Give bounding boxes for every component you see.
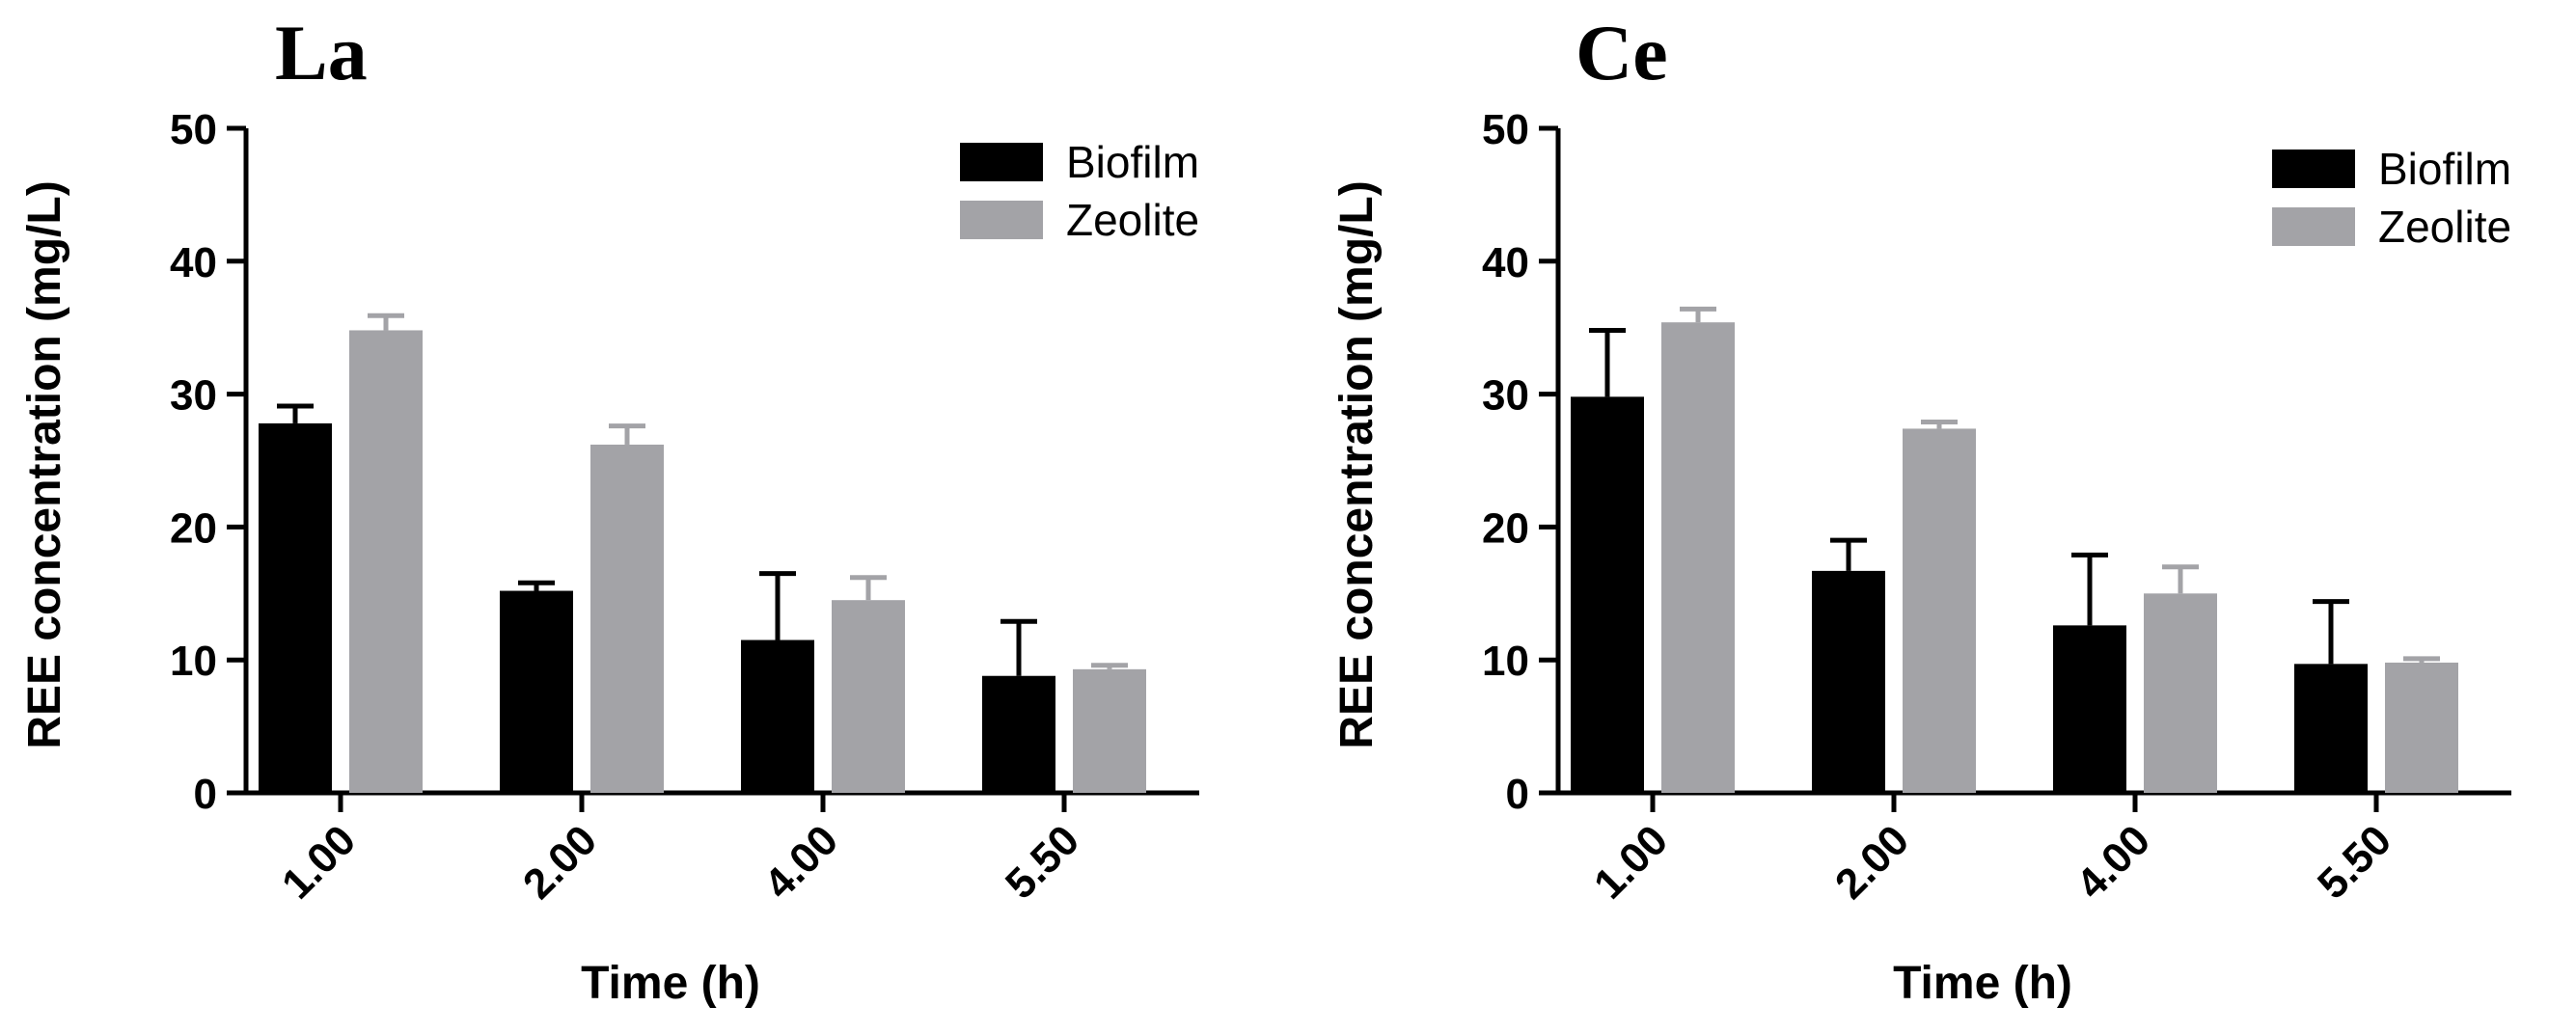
- legend-swatch-biofilm: [960, 143, 1043, 181]
- bar-zeolite: [590, 444, 664, 793]
- bar-biofilm: [982, 675, 1055, 793]
- bar-zeolite: [832, 600, 905, 793]
- x-tick-label: 1.00: [1585, 816, 1677, 908]
- y-tick-label: 20: [1482, 504, 1529, 552]
- x-tick-label: 5.50: [2309, 816, 2400, 908]
- chart-title: La: [275, 9, 368, 96]
- bar-biofilm: [741, 639, 814, 793]
- y-tick-label: 20: [170, 504, 217, 552]
- bar-zeolite: [349, 330, 423, 793]
- legend-swatch-zeolite: [2272, 207, 2355, 246]
- bar-biofilm: [2053, 625, 2126, 793]
- x-tick-label: 5.50: [997, 816, 1088, 908]
- bar-biofilm: [259, 422, 332, 793]
- bar-biofilm: [2294, 664, 2368, 793]
- legend-label-zeolite: Zeolite: [2378, 202, 2511, 252]
- bar-biofilm: [500, 590, 573, 793]
- y-tick-label: 0: [194, 771, 217, 818]
- y-tick-label: 10: [170, 638, 217, 685]
- chart-title: Ce: [1576, 9, 1668, 96]
- bar-zeolite: [2385, 662, 2458, 793]
- y-axis-label: REE concentration (mg/L): [1331, 180, 1383, 748]
- y-tick-label: 30: [1482, 372, 1529, 420]
- x-tick-label: 2.00: [514, 816, 606, 908]
- chart-panel-la: La REE concentration (mg/L) Time (h) 0 10…: [19, 9, 1199, 1009]
- x-axis-label: Time (h): [581, 958, 760, 1009]
- x-tick-label: 1.00: [273, 816, 365, 908]
- bar-biofilm: [1812, 570, 1885, 793]
- x-axis-label: Time (h): [1893, 958, 2072, 1009]
- legend-swatch-zeolite: [960, 201, 1043, 239]
- bar-zeolite: [1903, 428, 1976, 793]
- x-tick-label: 4.00: [2068, 816, 2159, 908]
- bar-zeolite: [1073, 668, 1146, 793]
- bar-biofilm: [1571, 396, 1644, 793]
- legend-swatch-biofilm: [2272, 150, 2355, 188]
- y-tick-label: 40: [1482, 239, 1529, 286]
- y-axis-label: REE concentration (mg/L): [19, 180, 70, 748]
- bar-zeolite: [2144, 593, 2217, 793]
- y-tick-label: 10: [1482, 638, 1529, 685]
- y-tick-label: 50: [170, 106, 217, 153]
- legend-label-biofilm: Biofilm: [2378, 144, 2511, 194]
- plot-area: 0 10 20 30 40 50 1.00 2.00 4.00 5.50 Biofilm Zeolit…: [1482, 106, 2511, 909]
- chart-panel-ce: Ce REE concentration (mg/L) Time (h) 0 10…: [1331, 9, 2511, 1009]
- y-tick-label: 40: [170, 239, 217, 286]
- plot-area: 0 10 20 30 40 50 1.00 2.00 4.00 5.50 Biofilm Zeolit…: [170, 106, 1199, 909]
- legend-label-biofilm: Biofilm: [1066, 137, 1199, 187]
- y-tick-label: 50: [1482, 106, 1529, 153]
- legend-label-zeolite: Zeolite: [1066, 195, 1199, 245]
- y-tick-label: 30: [170, 372, 217, 420]
- bar-zeolite: [1661, 322, 1735, 793]
- x-tick-label: 4.00: [755, 816, 847, 908]
- y-tick-label: 0: [1506, 771, 1529, 818]
- x-tick-label: 2.00: [1826, 816, 1918, 908]
